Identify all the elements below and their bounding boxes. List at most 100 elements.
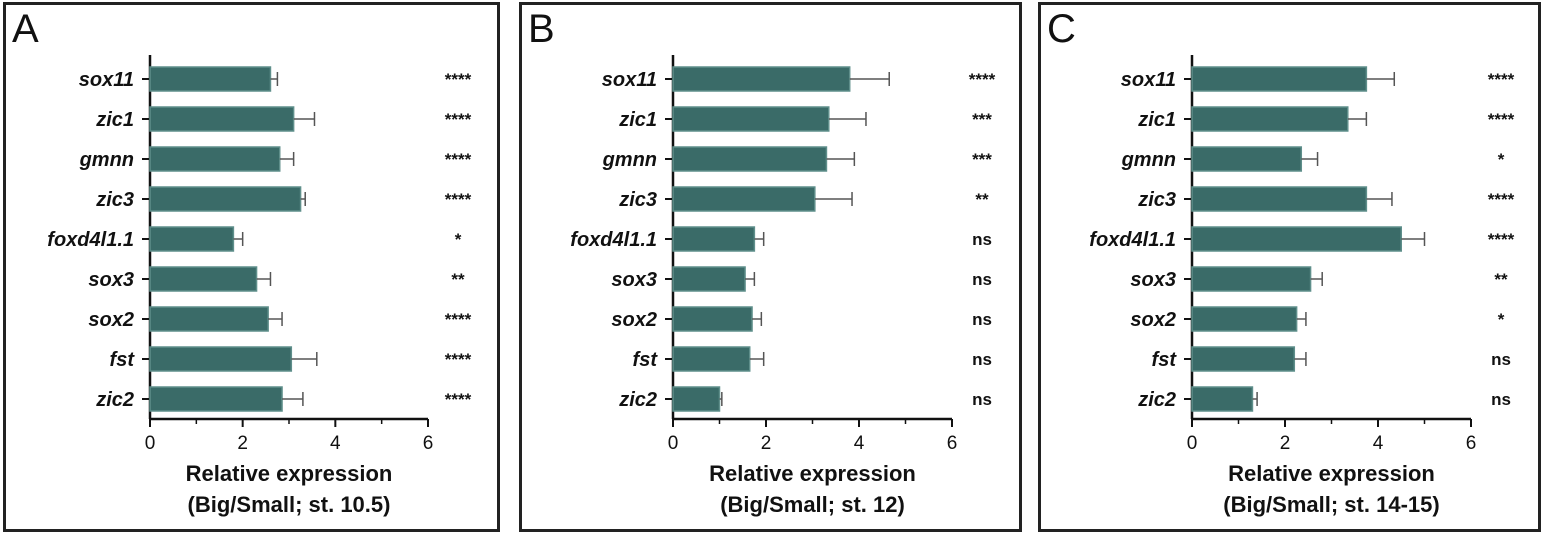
x-axis-title: Relative expression — [1228, 461, 1435, 486]
category-label: sox3 — [611, 269, 657, 291]
panel-label-c: C — [1047, 7, 1076, 51]
x-tick-label: 2 — [1280, 433, 1291, 454]
category-label: zic3 — [618, 189, 657, 211]
category-label: sox3 — [88, 269, 134, 291]
significance-label: ns — [972, 350, 992, 369]
significance-label: ** — [451, 270, 465, 289]
category-label: zic3 — [95, 189, 134, 211]
x-axis-subtitle: (Big/Small; st. 14-15) — [1223, 492, 1439, 517]
bar — [672, 386, 721, 412]
significance-label: * — [455, 230, 462, 249]
panel-b: B 0 2 4 6 Relative expression (Big/Small; st.… — [519, 2, 1022, 532]
bar — [672, 306, 753, 332]
bar — [1191, 266, 1312, 292]
significance-label: **** — [445, 390, 472, 409]
category-label: zic1 — [618, 109, 657, 131]
category-label: zic2 — [1137, 389, 1176, 411]
x-tick-label: 6 — [1466, 433, 1477, 454]
significance-label: *** — [972, 150, 992, 169]
bar — [1191, 106, 1349, 132]
bar — [149, 346, 293, 372]
x-axis-title: Relative expression — [709, 461, 916, 486]
bar — [672, 266, 746, 292]
significance-label: ns — [972, 230, 992, 249]
category-label: sox2 — [611, 309, 657, 331]
x-axis-title: Relative expression — [186, 461, 393, 486]
category-label: foxd4l1.1 — [1089, 229, 1176, 251]
bar — [149, 106, 295, 132]
significance-label: ** — [975, 190, 989, 209]
x-tick-label: 4 — [1373, 433, 1384, 454]
x-tick-label: 2 — [237, 433, 248, 454]
category-label: gmnn — [602, 149, 657, 171]
bar — [1191, 226, 1402, 252]
category-label: sox2 — [88, 309, 134, 331]
significance-label: **** — [1488, 110, 1515, 129]
x-tick-label: 0 — [145, 433, 156, 454]
significance-label: ns — [1491, 390, 1511, 409]
significance-label: ns — [972, 390, 992, 409]
category-label: fst — [110, 349, 136, 371]
category-label: zic2 — [95, 389, 134, 411]
significance-label: * — [1498, 310, 1505, 329]
x-axis-subtitle: (Big/Small; st. 12) — [720, 492, 905, 517]
bar — [672, 186, 816, 212]
significance-label: **** — [445, 310, 472, 329]
panel-label-b: B — [528, 7, 555, 51]
bar — [149, 266, 258, 292]
x-tick-label: 4 — [330, 433, 341, 454]
significance-label: **** — [445, 70, 472, 89]
bar — [1191, 386, 1254, 412]
bar — [149, 66, 272, 92]
significance-label: **** — [445, 350, 472, 369]
bar — [149, 186, 302, 212]
chart-b: 0 2 4 6 Relative expression (Big/Small; st. 1… — [570, 55, 996, 517]
bar — [1191, 346, 1296, 372]
significance-label: **** — [445, 190, 472, 209]
category-label: sox11 — [602, 69, 657, 91]
significance-label: **** — [445, 110, 472, 129]
bar — [672, 106, 830, 132]
x-tick-label: 6 — [423, 433, 434, 454]
bar — [149, 386, 283, 412]
panel-a: A 0 2 4 6 Relative expression (Big/Small; st.… — [3, 2, 500, 532]
bar — [149, 306, 269, 332]
significance-label: ** — [1494, 270, 1508, 289]
x-tick-label: 0 — [1187, 433, 1198, 454]
significance-label: ns — [972, 310, 992, 329]
x-axis-subtitle: (Big/Small; st. 10.5) — [188, 492, 391, 517]
significance-label: * — [1498, 150, 1505, 169]
chart-c: 0 2 4 6 Relative expression (Big/Small; st. 1… — [1089, 55, 1515, 517]
bar — [672, 66, 851, 92]
significance-label: *** — [972, 110, 992, 129]
category-label: foxd4l1.1 — [47, 229, 134, 251]
category-label: fst — [1152, 349, 1178, 371]
bar — [1191, 306, 1298, 332]
significance-label: **** — [1488, 190, 1515, 209]
bar — [672, 146, 828, 172]
significance-label: **** — [1488, 230, 1515, 249]
x-tick-label: 0 — [668, 433, 679, 454]
category-label: sox2 — [1130, 309, 1176, 331]
category-label: zic1 — [95, 109, 134, 131]
bar — [149, 146, 281, 172]
category-label: gmnn — [1121, 149, 1176, 171]
significance-label: **** — [1488, 70, 1515, 89]
category-label: sox3 — [1130, 269, 1176, 291]
category-label: zic1 — [1137, 109, 1176, 131]
bar — [149, 226, 235, 252]
chart-a: 0 2 4 6 Relative expression (Big/Small; st. 1… — [47, 55, 472, 517]
bar — [1191, 66, 1368, 92]
category-label: foxd4l1.1 — [570, 229, 657, 251]
category-label: zic2 — [618, 389, 657, 411]
category-label: sox11 — [1121, 69, 1176, 91]
category-label: fst — [633, 349, 659, 371]
x-tick-label: 6 — [947, 433, 958, 454]
significance-label: **** — [969, 70, 996, 89]
category-label: zic3 — [1137, 189, 1176, 211]
panel-label-a: A — [12, 7, 39, 51]
significance-label: ns — [972, 270, 992, 289]
bar — [1191, 146, 1303, 172]
category-label: sox11 — [79, 69, 134, 91]
category-label: gmnn — [79, 149, 134, 171]
